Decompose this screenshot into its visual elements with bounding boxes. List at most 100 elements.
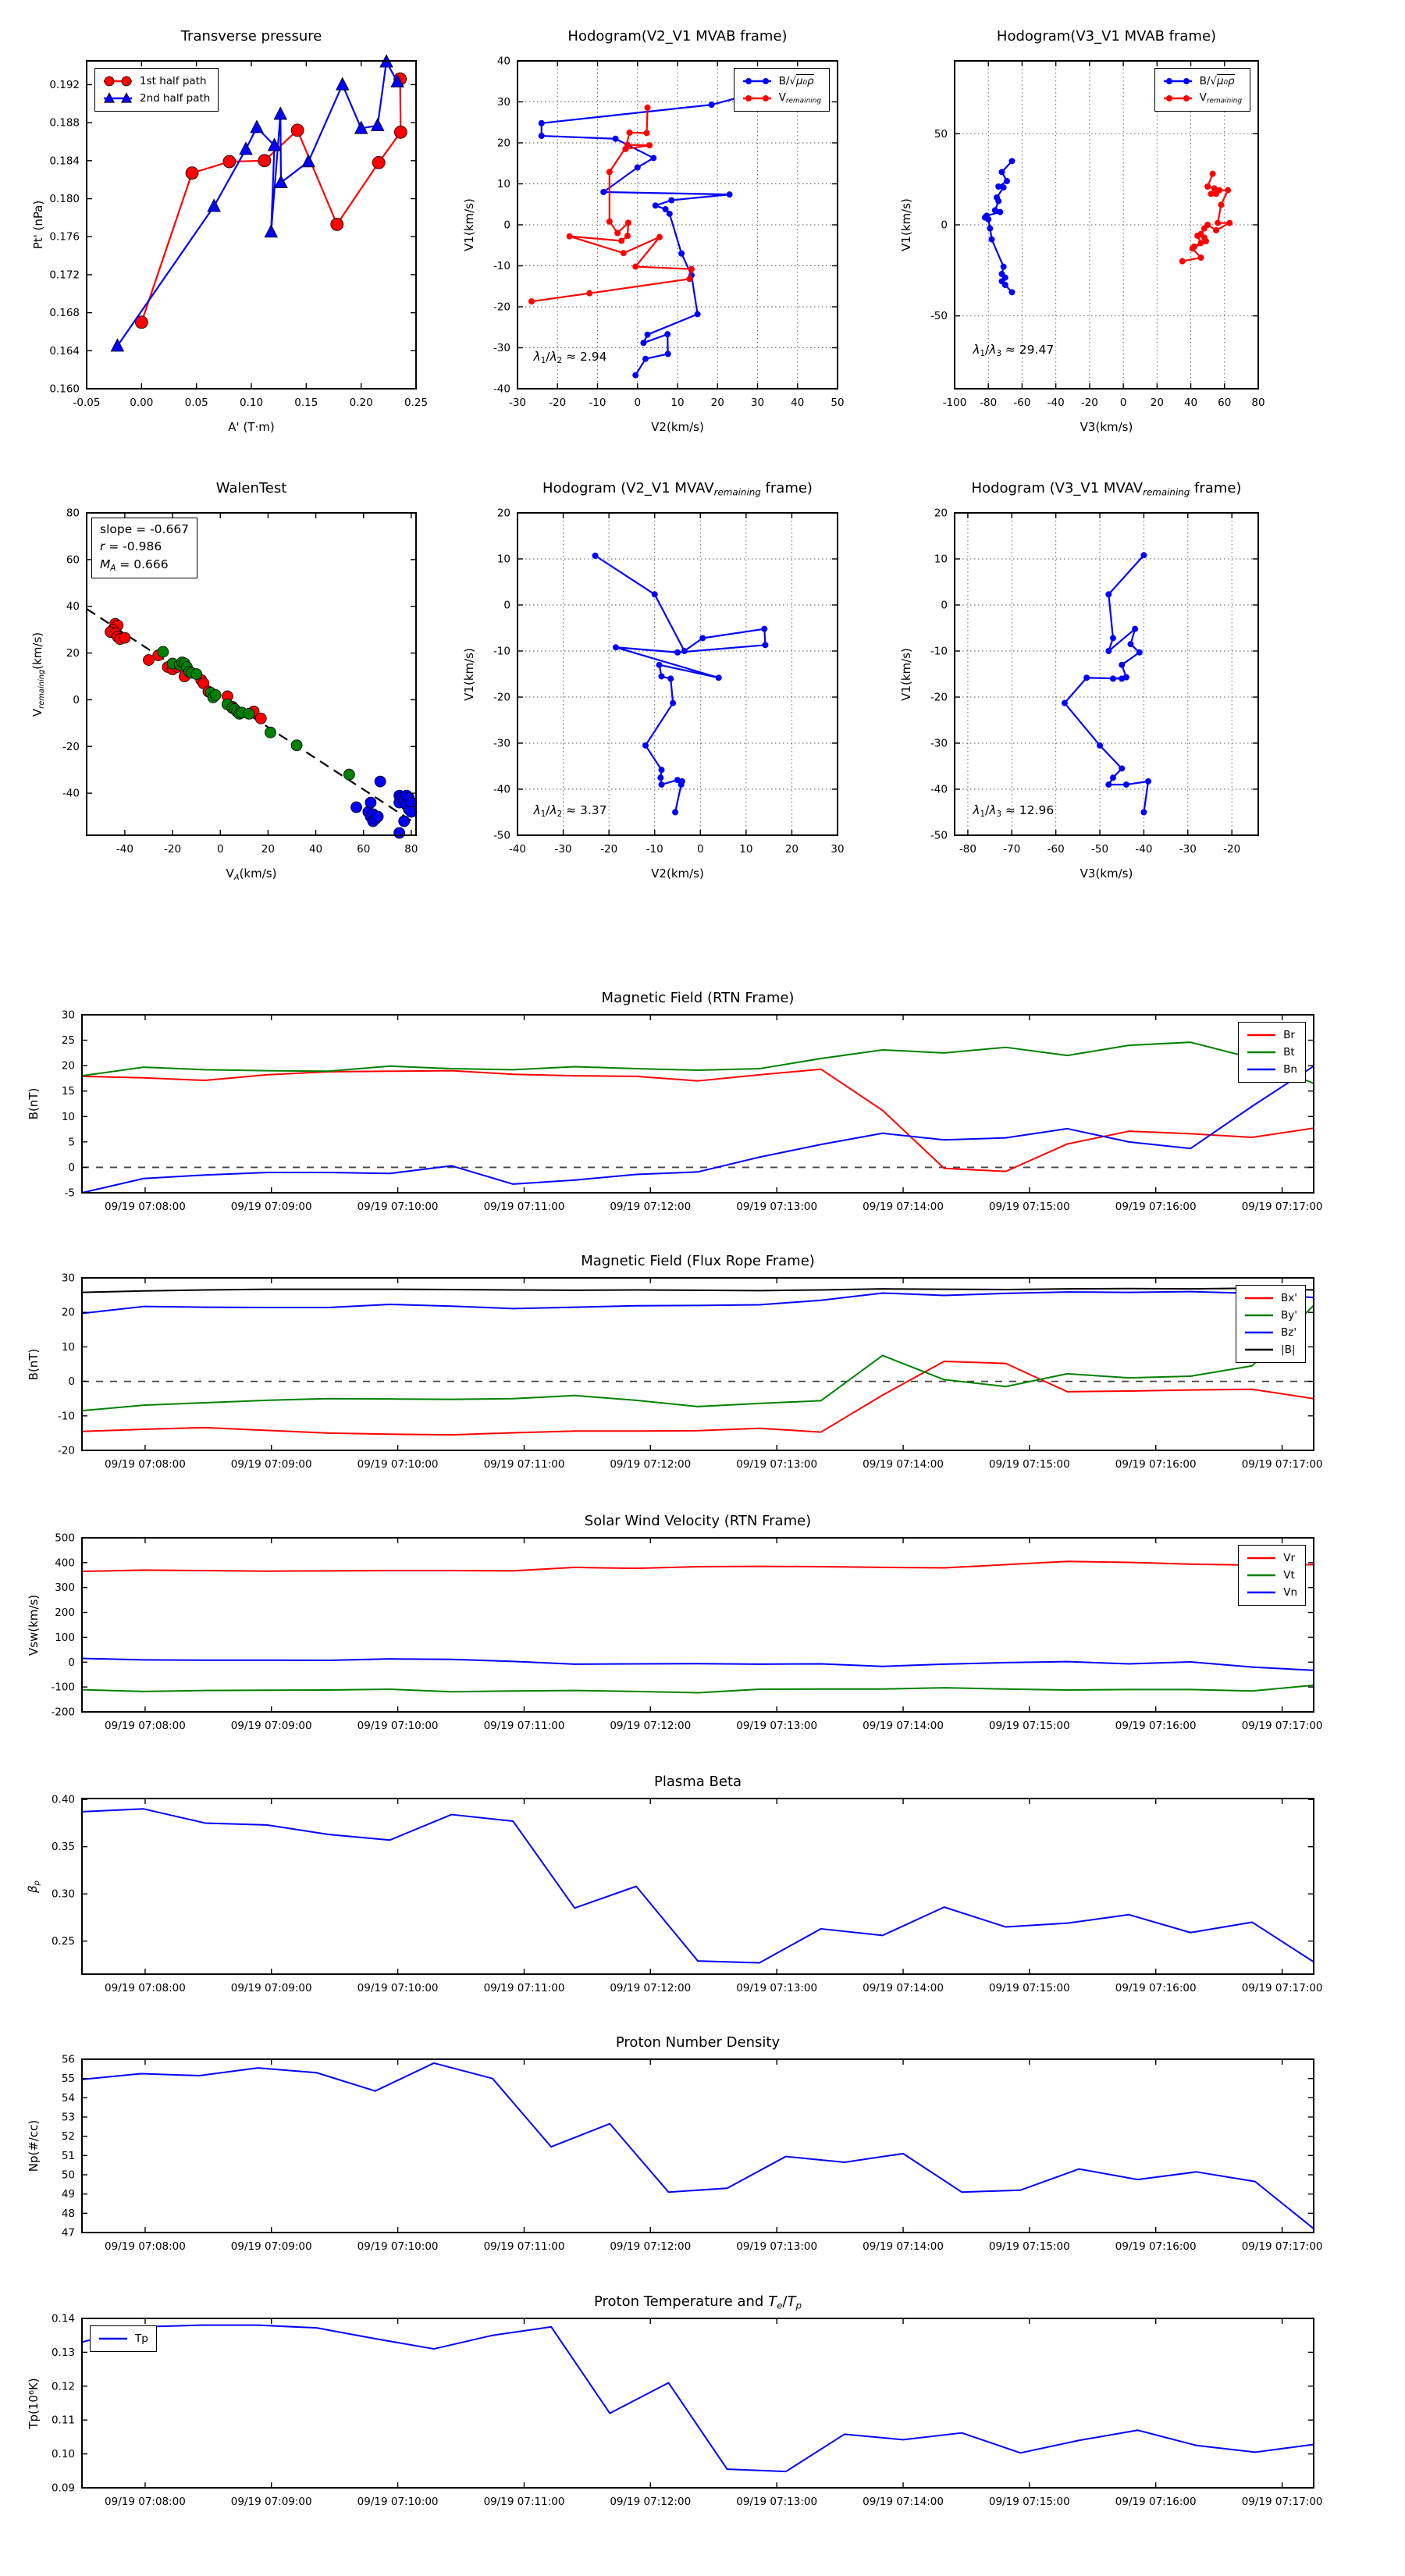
- plot-hodogram-v3v1-mvav: -80 -70 -60 -50 -40 -30 -20 -50 -40 -30 -20 -10 0 10 2…: [930, 507, 1259, 856]
- legend-swatch-icon: [1247, 1557, 1276, 1560]
- y-tick-label: 15: [62, 1085, 75, 1098]
- x-tick-label: 30: [751, 397, 764, 409]
- x-tick-label: 09/19 07:12:00: [610, 2496, 691, 2508]
- y-tick-label: 100: [55, 1631, 75, 1644]
- legend-label: Tp: [135, 2332, 148, 2345]
- x-tick-label: -70: [1003, 843, 1020, 856]
- x-tick-label: 09/19 07:13:00: [736, 1982, 817, 1994]
- y-tick-label: -30: [493, 738, 510, 750]
- legend: Tp: [90, 2325, 157, 2352]
- legend-label: By': [1281, 1309, 1297, 1322]
- x-tick-label: 40: [1184, 397, 1197, 409]
- plot-walen-test: -40 -20 0 20 40 60 80 -40 -20 0 20 40 60 80: [62, 507, 418, 856]
- x-tick-label: 0.25: [404, 397, 428, 409]
- x-tick-label: 09/19 07:16:00: [1115, 1720, 1197, 1732]
- y-tick-label: 0: [68, 1162, 75, 1174]
- x-tick-label: 10: [739, 843, 752, 856]
- x-tick-label: 09/19 07:11:00: [484, 1982, 565, 1994]
- y-tick-label: -50: [493, 830, 510, 842]
- x-tick-label: -80: [980, 397, 997, 409]
- x-tick-label: 60: [1218, 397, 1231, 409]
- plot-magnetic-field-rtn: 09/19 07:08:00 09/19 07:09:00 09/19 07:10:…: [62, 1009, 1323, 1214]
- x-tick-label: 09/19 07:09:00: [231, 2496, 312, 2508]
- x-tick-label: 0.05: [185, 397, 208, 409]
- x-tick-label: -60: [1048, 843, 1065, 856]
- y-tick-label: 10: [934, 553, 948, 566]
- y-tick-label: -10: [930, 646, 948, 658]
- legend-label: B/√μ₀ρ: [778, 74, 814, 87]
- x-tick-label: 09/19 07:10:00: [357, 1982, 439, 1994]
- x-tick-label: 09/19 07:10:00: [357, 1720, 439, 1732]
- x-tick-label: 09/19 07:17:00: [1242, 1720, 1323, 1732]
- x-tick-label: 09/19 07:12:00: [610, 1720, 691, 1732]
- legend-label: 2nd half path: [140, 92, 211, 105]
- eigenvalue-ratio-annotation: λ1/λ3 ≈ 29.47: [973, 343, 1055, 359]
- x-tick-label: 0.10: [240, 397, 263, 409]
- legend-entry: Vr: [1245, 1550, 1297, 1567]
- x-tick-label: 0: [217, 843, 224, 856]
- y-tick-label: 20: [66, 647, 80, 660]
- chart-title: Hodogram(V3_V1 MVAB frame): [996, 28, 1217, 44]
- x-tick-label: 0: [697, 843, 704, 856]
- eigenvalue-ratio-annotation: λ1/λ2 ≈ 3.37: [533, 802, 607, 819]
- x-tick-label: -50: [1091, 843, 1108, 856]
- legend-entry: 1st half path: [101, 73, 210, 90]
- x-tick-label: 09/19 07:09:00: [231, 1720, 312, 1732]
- plot-proton-temperature: 09/19 07:08:00 09/19 07:09:00 09/19 07:10:…: [52, 2313, 1323, 2509]
- walen-stat-line: slope = -0.667: [100, 522, 190, 536]
- y-tick-label: 50: [934, 128, 948, 141]
- x-tick-label: 09/19 07:15:00: [989, 1982, 1070, 1994]
- y-tick-label: 20: [497, 137, 510, 150]
- legend-entry: |B|: [1243, 1341, 1297, 1358]
- x-tick-label: 09/19 07:17:00: [1242, 1982, 1323, 1994]
- y-tick-label: -40: [930, 784, 948, 796]
- legend-label: Bt: [1283, 1046, 1295, 1059]
- y-tick-label: -20: [493, 301, 510, 314]
- y-tick-label: 40: [497, 55, 510, 68]
- x-tick-label: 09/19 07:11:00: [484, 2496, 565, 2508]
- x-tick-label: 09/19 07:17:00: [1242, 1458, 1323, 1471]
- x-tick-label: 09/19 07:10:00: [357, 1458, 439, 1471]
- legend-entry: Br: [1245, 1026, 1297, 1044]
- x-tick-label: 30: [831, 843, 844, 856]
- x-tick-label: -10: [646, 843, 663, 856]
- x-tick-label: 80: [404, 843, 418, 856]
- y-tick-label: 0: [73, 694, 80, 706]
- x-tick-label: 09/19 07:14:00: [863, 1982, 944, 1994]
- legend-entry: Vn: [1245, 1584, 1297, 1601]
- legend-entry: By': [1243, 1307, 1297, 1324]
- legend-swatch-icon: [1247, 1068, 1276, 1071]
- x-tick-label: 40: [791, 397, 804, 409]
- y-tick-label: 0.35: [52, 1841, 75, 1853]
- walen-stat-line: r = -0.986: [100, 539, 162, 554]
- x-tick-label: -20: [1223, 843, 1240, 856]
- legend-entry: Bn: [1245, 1061, 1297, 1078]
- x-tick-label: -30: [509, 397, 526, 409]
- chart-title: Hodogram (V2_V1 MVAVremaining frame): [542, 480, 813, 498]
- y-tick-label: 25: [62, 1034, 75, 1047]
- y-tick-label: -50: [930, 310, 948, 322]
- y-tick-label: 200: [55, 1606, 75, 1619]
- y-tick-label: 0.188: [49, 117, 80, 130]
- y-tick-label: 0.12: [52, 2380, 75, 2393]
- legend: B/√μ₀ρ Vremaining: [1154, 68, 1250, 112]
- y-tick-label: 0.40: [52, 1794, 75, 1806]
- legend-entry: Vremaining: [1161, 90, 1242, 107]
- x-axis-label: V2(km/s): [651, 420, 704, 434]
- legend-swatch-icon: [1245, 1348, 1274, 1351]
- y-tick-label: 51: [62, 2150, 75, 2162]
- chart-title: Transverse pressure: [180, 28, 322, 44]
- x-tick-label: -20: [549, 397, 566, 409]
- legend-label: 1st half path: [140, 75, 207, 87]
- x-tick-label: 09/19 07:15:00: [989, 1720, 1070, 1732]
- y-tick-label: 50: [62, 2169, 75, 2182]
- y-tick-label: 0.10: [52, 2448, 75, 2460]
- y-tick-label: -20: [62, 741, 80, 753]
- y-tick-label: 60: [66, 553, 80, 566]
- y-tick-label: 0.184: [49, 155, 80, 167]
- y-tick-label: 0.30: [52, 1888, 75, 1901]
- x-tick-label: 09/19 07:10:00: [357, 2240, 439, 2253]
- legend-entry: B/√μ₀ρ: [741, 73, 821, 90]
- y-tick-label: 0: [503, 219, 510, 232]
